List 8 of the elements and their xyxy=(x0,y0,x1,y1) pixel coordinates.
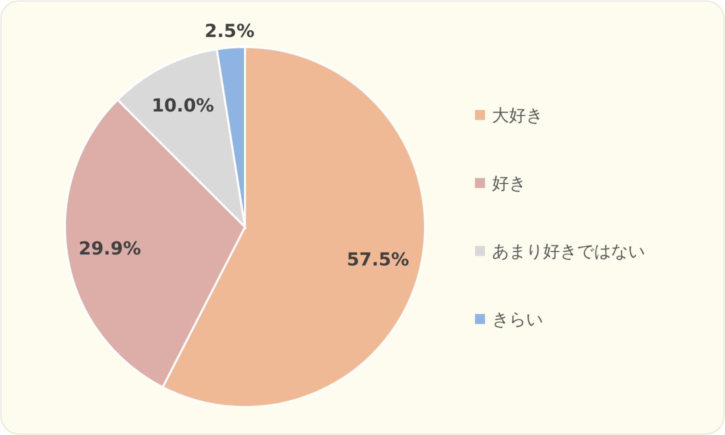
legend-label: きらい xyxy=(492,310,543,330)
data-label: 2.5% xyxy=(204,20,254,42)
legend-label: 好き xyxy=(492,174,526,194)
data-label: 29.9% xyxy=(78,238,142,260)
data-label: 57.5% xyxy=(346,249,410,270)
legend-label: あまり好きではない xyxy=(492,242,645,262)
legend-label: 大好き xyxy=(492,106,543,126)
data-label: 10.0% xyxy=(152,95,214,116)
